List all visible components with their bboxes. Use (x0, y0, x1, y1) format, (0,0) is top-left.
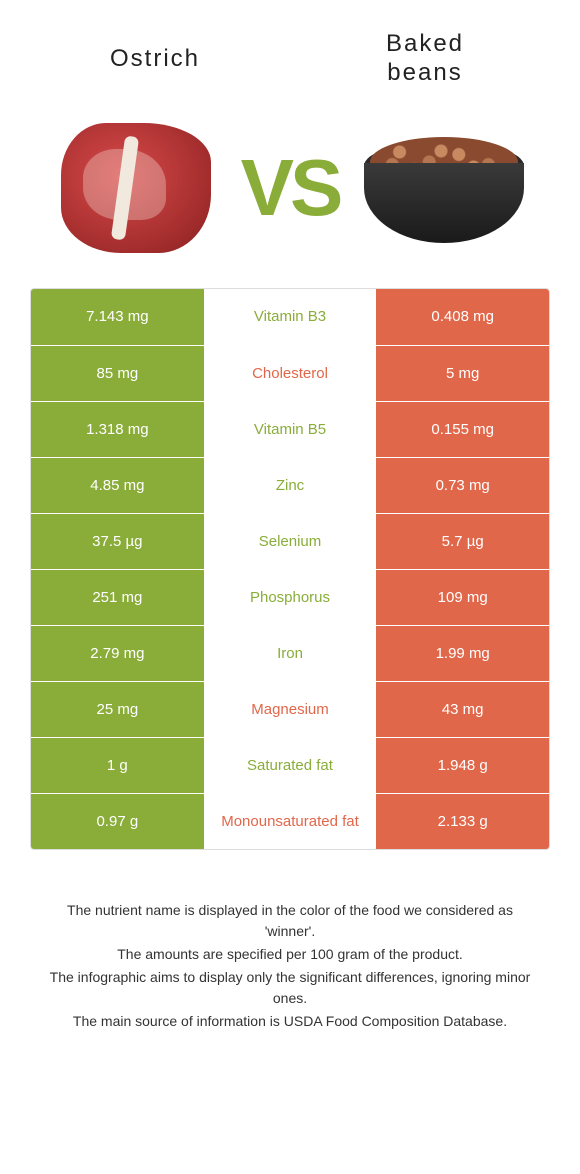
cell-right-value: 5.7 µg (376, 514, 549, 569)
cell-nutrient-label: Magnesium (204, 682, 377, 737)
footer-line: The main source of information is USDA F… (40, 1011, 540, 1032)
cell-left-value: 0.97 g (31, 794, 204, 849)
cell-left-value: 251 mg (31, 570, 204, 625)
table-row: 1.318 mgVitamin B50.155 mg (31, 401, 549, 457)
cell-right-value: 1.99 mg (376, 626, 549, 681)
cell-right-value: 1.948 g (376, 738, 549, 793)
cell-nutrient-label: Zinc (204, 458, 377, 513)
cell-nutrient-label: Monounsaturated fat (204, 794, 377, 849)
cell-nutrient-label: Selenium (204, 514, 377, 569)
table-row: 2.79 mgIron1.99 mg (31, 625, 549, 681)
title-right-line1: Baked (386, 30, 464, 57)
comparison-table: 7.143 mgVitamin B30.408 mg85 mgCholester… (30, 288, 550, 850)
table-row: 85 mgCholesterol5 mg (31, 345, 549, 401)
cell-left-value: 85 mg (31, 346, 204, 401)
table-row: 1 gSaturated fat1.948 g (31, 737, 549, 793)
table-row: 7.143 mgVitamin B30.408 mg (31, 289, 549, 345)
bowl-icon (364, 133, 524, 243)
cell-left-value: 1 g (31, 738, 204, 793)
cell-right-value: 0.155 mg (376, 402, 549, 457)
footer-line: The amounts are specified per 100 gram o… (40, 944, 540, 965)
cell-right-value: 5 mg (376, 346, 549, 401)
cell-right-value: 0.73 mg (376, 458, 549, 513)
footer-line: The nutrient name is displayed in the co… (40, 900, 540, 942)
cell-right-value: 0.408 mg (376, 289, 549, 345)
title-right-line2: beans (387, 59, 462, 86)
food-image-left (51, 118, 221, 258)
cell-left-value: 7.143 mg (31, 289, 204, 345)
table-row: 251 mgPhosphorus109 mg (31, 569, 549, 625)
cell-left-value: 1.318 mg (31, 402, 204, 457)
cell-nutrient-label: Iron (204, 626, 377, 681)
table-row: 25 mgMagnesium43 mg (31, 681, 549, 737)
table-row: 4.85 mgZinc0.73 mg (31, 457, 549, 513)
cell-left-value: 2.79 mg (31, 626, 204, 681)
cell-left-value: 37.5 µg (31, 514, 204, 569)
footer-line: The infographic aims to display only the… (40, 967, 540, 1009)
table-row: 37.5 µgSelenium5.7 µg (31, 513, 549, 569)
table-row: 0.97 gMonounsaturated fat2.133 g (31, 793, 549, 849)
cell-right-value: 43 mg (376, 682, 549, 737)
cell-nutrient-label: Saturated fat (204, 738, 377, 793)
food-image-right (359, 118, 529, 258)
title-right: Baked beans (290, 30, 560, 88)
vs-row: VS (0, 108, 580, 288)
vs-text: VS (241, 142, 340, 234)
header: Ostrich Baked beans (0, 0, 580, 108)
steak-icon (61, 123, 211, 253)
cell-left-value: 4.85 mg (31, 458, 204, 513)
title-left: Ostrich (20, 45, 290, 73)
cell-nutrient-label: Phosphorus (204, 570, 377, 625)
cell-right-value: 2.133 g (376, 794, 549, 849)
cell-right-value: 109 mg (376, 570, 549, 625)
cell-nutrient-label: Vitamin B3 (204, 289, 377, 345)
cell-left-value: 25 mg (31, 682, 204, 737)
footer-text: The nutrient name is displayed in the co… (0, 850, 580, 1032)
cell-nutrient-label: Vitamin B5 (204, 402, 377, 457)
cell-nutrient-label: Cholesterol (204, 346, 377, 401)
